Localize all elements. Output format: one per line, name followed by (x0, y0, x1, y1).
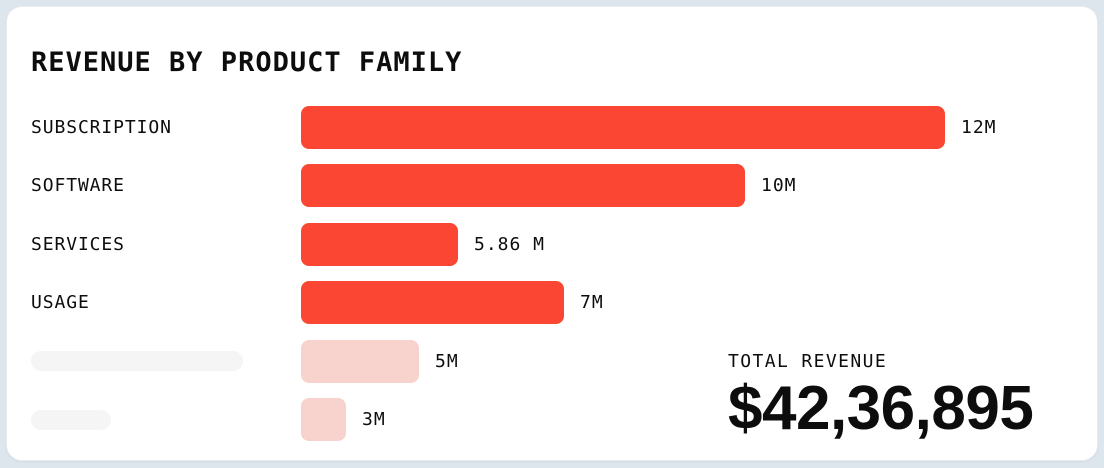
category-label-software: SOFTWARE (31, 175, 125, 197)
chart-row-placeholder-2: 3M (7, 391, 1097, 450)
bar-value-software: 10M (761, 175, 797, 197)
category-label-cell: SOFTWARE (31, 175, 301, 196)
chart-title: REVENUE BY PRODUCT FAMILY (31, 47, 463, 78)
category-label-cell: SUBSCRIPTION (31, 117, 301, 138)
chart-row-subscription: SUBSCRIPTION 12M (7, 98, 1097, 157)
category-label-usage: USAGE (31, 292, 90, 314)
total-revenue-label: TOTAL REVENUE (728, 351, 888, 372)
bar-usage (301, 281, 564, 325)
bar-services (301, 222, 458, 266)
skeleton-label-placeholder (31, 351, 243, 372)
bar-value-placeholder-1: 5M (435, 350, 459, 372)
category-label-services: SERVICES (31, 233, 125, 255)
chart-row-software: SOFTWARE 10M (7, 157, 1097, 216)
category-label-cell: USAGE (31, 292, 301, 313)
bar-chart: SUBSCRIPTION 12M SOFTWARE 10M SERVICES 5… (7, 98, 1097, 449)
category-label-cell (31, 409, 301, 430)
bar-value-services: 5.86 M (474, 233, 546, 255)
bar-placeholder-1 (301, 339, 419, 383)
category-label-cell (31, 351, 301, 372)
total-revenue-block: TOTAL REVENUE $42,36,895 (728, 351, 1088, 440)
bar-value-placeholder-2: 3M (362, 409, 386, 431)
bar-value-usage: 7M (580, 292, 604, 314)
skeleton-label-placeholder (31, 409, 111, 430)
chart-row-usage: USAGE 7M (7, 274, 1097, 333)
bar-placeholder-2 (301, 398, 346, 442)
chart-row-services: SERVICES 5.86 M (7, 215, 1097, 274)
bar-value-subscription: 12M (961, 116, 997, 138)
category-label-cell: SERVICES (31, 234, 301, 255)
bar-subscription (301, 105, 945, 149)
total-revenue-value: $42,36,895 (728, 374, 1034, 443)
revenue-card: REVENUE BY PRODUCT FAMILY SUBSCRIPTION 1… (6, 6, 1098, 461)
bar-software (301, 164, 745, 208)
category-label-subscription: SUBSCRIPTION (31, 116, 172, 138)
chart-row-placeholder-1: 5M (7, 332, 1097, 391)
